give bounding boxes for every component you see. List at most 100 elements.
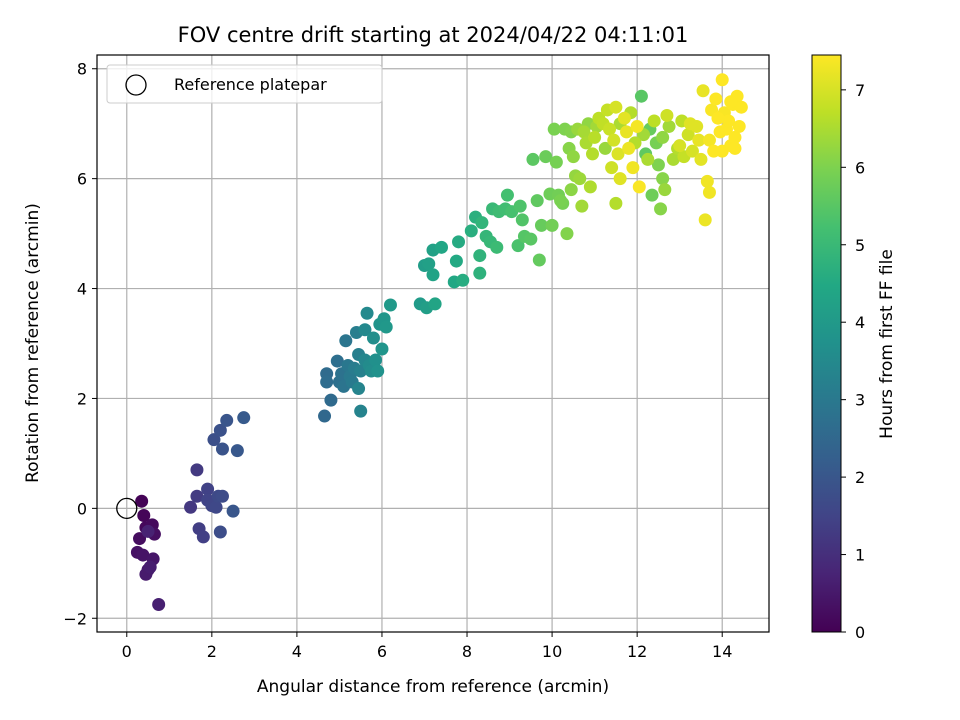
data-point bbox=[215, 489, 229, 503]
data-point bbox=[566, 150, 580, 164]
data-point bbox=[609, 100, 623, 114]
data-point bbox=[136, 548, 150, 562]
data-point bbox=[700, 174, 714, 188]
data-point bbox=[473, 249, 487, 263]
data-point bbox=[226, 504, 240, 518]
data-point bbox=[673, 139, 687, 153]
data-point bbox=[539, 150, 553, 164]
data-point bbox=[549, 155, 563, 169]
data-point bbox=[554, 194, 568, 208]
y-tick-label: 4 bbox=[77, 280, 87, 299]
data-point bbox=[422, 257, 436, 271]
data-point bbox=[375, 342, 389, 356]
data-point bbox=[611, 147, 625, 161]
data-point bbox=[464, 224, 478, 238]
data-point bbox=[613, 172, 627, 186]
data-point bbox=[658, 183, 672, 197]
x-tick-label: 4 bbox=[292, 642, 302, 661]
data-point bbox=[366, 331, 380, 345]
data-point bbox=[369, 353, 383, 367]
data-point bbox=[660, 108, 674, 122]
data-point bbox=[709, 92, 723, 106]
reference-marker bbox=[116, 497, 138, 520]
data-point bbox=[573, 172, 587, 186]
data-point bbox=[515, 213, 529, 227]
data-point bbox=[524, 232, 538, 246]
data-point bbox=[662, 119, 676, 133]
legend-box bbox=[106, 64, 383, 104]
data-point bbox=[213, 525, 227, 539]
data-point bbox=[475, 216, 489, 230]
colorbar-label: Hours from first FF file bbox=[877, 249, 897, 439]
data-point bbox=[603, 122, 617, 136]
data-point bbox=[220, 413, 234, 427]
data-point bbox=[318, 409, 332, 423]
data-point bbox=[641, 152, 655, 166]
data-point bbox=[358, 323, 372, 337]
data-point bbox=[320, 375, 334, 389]
data-point bbox=[683, 117, 697, 131]
data-point bbox=[696, 84, 710, 98]
data-point bbox=[698, 213, 712, 227]
data-point bbox=[694, 152, 708, 166]
data-point bbox=[230, 444, 244, 458]
data-point bbox=[354, 404, 368, 418]
colorbar-tick-label: 6 bbox=[855, 158, 865, 177]
data-point bbox=[626, 161, 640, 175]
data-point bbox=[452, 235, 466, 249]
y-tick-label: 0 bbox=[77, 499, 87, 518]
data-point bbox=[526, 152, 540, 166]
colorbar-ticks: 0 1 2 3 4 5 6 7 bbox=[841, 81, 865, 642]
data-point bbox=[577, 125, 591, 139]
data-point bbox=[135, 494, 149, 508]
data-point bbox=[352, 382, 366, 396]
x-tick-label: 14 bbox=[712, 642, 732, 661]
data-point bbox=[360, 306, 374, 320]
colorbar-tick-label: 2 bbox=[855, 468, 865, 487]
data-point bbox=[564, 183, 578, 197]
data-point bbox=[547, 122, 561, 136]
data-point bbox=[681, 128, 695, 142]
data-point bbox=[143, 560, 157, 574]
data-point bbox=[190, 489, 204, 503]
data-point bbox=[379, 320, 393, 334]
data-point bbox=[651, 158, 665, 172]
x-tick-label: 10 bbox=[542, 642, 562, 661]
data-point bbox=[339, 334, 353, 348]
data-point bbox=[634, 89, 648, 103]
data-point bbox=[456, 273, 470, 287]
colorbar-tick-label: 5 bbox=[855, 236, 865, 255]
y-axis-label: Rotation from reference (arcmin) bbox=[23, 203, 43, 483]
data-point bbox=[702, 133, 716, 147]
data-point bbox=[560, 227, 574, 241]
data-point bbox=[545, 218, 559, 232]
data-point bbox=[511, 239, 525, 253]
y-axis-ticks: −2 0 2 4 6 8 bbox=[63, 60, 97, 628]
data-point bbox=[607, 133, 621, 147]
data-point bbox=[209, 500, 223, 514]
y-tick-label: 8 bbox=[77, 60, 87, 79]
y-tick-label: 6 bbox=[77, 170, 87, 189]
data-point bbox=[190, 463, 204, 477]
data-point bbox=[575, 199, 589, 213]
data-point bbox=[632, 180, 646, 194]
x-axis-ticks: 0 2 4 6 8 10 12 14 bbox=[122, 632, 732, 661]
x-tick-label: 6 bbox=[377, 642, 387, 661]
data-point bbox=[237, 411, 251, 425]
data-point bbox=[490, 240, 504, 254]
grid-lines bbox=[97, 55, 769, 632]
data-point bbox=[728, 130, 742, 144]
colorbar-tick-label: 1 bbox=[855, 546, 865, 565]
data-point bbox=[583, 180, 597, 194]
data-point bbox=[133, 532, 147, 546]
colorbar-tick-label: 7 bbox=[855, 81, 865, 100]
data-point bbox=[530, 194, 544, 208]
data-point bbox=[449, 254, 463, 268]
data-point bbox=[513, 199, 527, 213]
data-point bbox=[473, 266, 487, 280]
data-point bbox=[622, 141, 636, 155]
data-point bbox=[215, 442, 229, 456]
colorbar-tick-label: 0 bbox=[855, 623, 865, 642]
data-points bbox=[116, 73, 748, 612]
